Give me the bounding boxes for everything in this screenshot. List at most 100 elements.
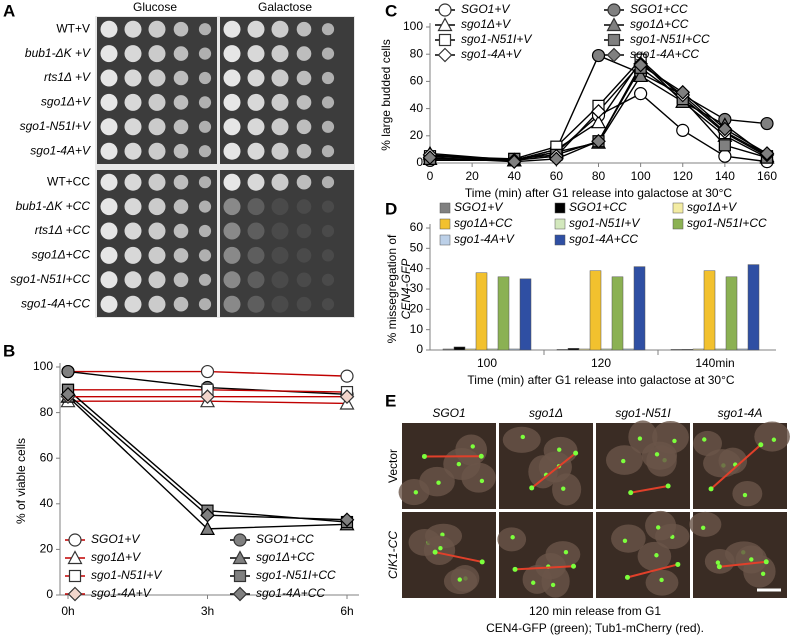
- plate-image: [220, 170, 354, 317]
- legend-label: sgo1-N51I+V: [569, 216, 640, 230]
- y-tick-label: 100: [403, 19, 423, 33]
- row-label: sgo1-4A+CC: [21, 296, 90, 310]
- data-point: [60, 387, 76, 402]
- spot: [247, 246, 265, 264]
- spot: [296, 223, 312, 239]
- data-point: [633, 57, 648, 73]
- spot: [124, 118, 142, 136]
- gfp-dot: [557, 447, 562, 452]
- legend-label: sgo1Δ+CC: [630, 17, 689, 31]
- spot: [223, 198, 241, 216]
- gfp-dot: [432, 549, 438, 555]
- spot: [148, 222, 166, 240]
- spot: [271, 69, 289, 87]
- gfp-dot: [421, 453, 427, 459]
- spot: [271, 20, 289, 38]
- spot: [321, 176, 335, 189]
- data-point: [591, 133, 606, 149]
- legend-marker: [67, 586, 83, 602]
- spot: [223, 173, 241, 191]
- bar: [747, 264, 760, 351]
- x-tick-label: 0h: [61, 604, 74, 618]
- spot: [223, 246, 241, 264]
- data-point: [549, 151, 564, 167]
- spot: [198, 23, 212, 36]
- series-line: [67, 389, 348, 523]
- legend-label: sgo1-4A+V: [91, 586, 152, 600]
- spot: [100, 198, 118, 216]
- spot: [223, 45, 241, 63]
- gfp-dot: [700, 525, 706, 530]
- x-axis-label: Time (min) after G1 release into galacto…: [465, 186, 732, 200]
- bar: [633, 266, 646, 351]
- spot: [173, 223, 189, 239]
- spot: [124, 142, 142, 160]
- x-tick-label: 40: [508, 169, 522, 183]
- spot: [198, 249, 212, 262]
- bar: [600, 348, 613, 351]
- bar: [703, 270, 716, 351]
- x-tick-label: 120: [591, 356, 611, 370]
- cell: [637, 541, 672, 571]
- spot: [321, 47, 335, 60]
- spot: [321, 145, 335, 158]
- spindle: [531, 452, 577, 489]
- y-tick-label: 0: [416, 342, 423, 356]
- gfp-dot: [571, 563, 577, 569]
- x-tick-label: 140min: [695, 356, 734, 370]
- gfp-dot: [715, 560, 721, 565]
- gfp-dot: [512, 566, 518, 572]
- row-label: Vector: [386, 449, 400, 483]
- spot: [198, 145, 212, 158]
- bar: [714, 348, 727, 351]
- cell: [528, 455, 558, 489]
- spot: [296, 199, 312, 214]
- y-axis-label: CEN4-GFP: [399, 259, 413, 320]
- series-line: [429, 64, 768, 163]
- cell: [497, 527, 527, 552]
- spot: [247, 20, 265, 38]
- data-point: [339, 389, 355, 404]
- legend-swatch: [439, 202, 451, 214]
- spot: [296, 296, 312, 312]
- bar: [453, 346, 466, 351]
- spindle: [434, 551, 483, 563]
- spot: [321, 71, 335, 85]
- x-tick-label: 3h: [201, 604, 214, 618]
- row-label: bub1-ΔK +CC: [16, 199, 91, 213]
- spot: [124, 295, 142, 313]
- spot: [296, 248, 312, 263]
- spot: [296, 143, 312, 159]
- legend-marker: [438, 33, 452, 47]
- gfp-dot: [479, 478, 485, 484]
- spot: [321, 200, 335, 213]
- spot: [148, 20, 166, 38]
- legend-label: sgo1Δ+V: [461, 17, 511, 31]
- legend-label: SGO1+CC: [630, 2, 688, 16]
- gfp-dot: [520, 434, 526, 440]
- spot: [247, 118, 265, 136]
- legend-swatch: [554, 202, 566, 214]
- spot: [173, 21, 189, 37]
- y-tick-label: 40: [40, 496, 54, 510]
- spot: [173, 46, 189, 61]
- bar: [589, 270, 602, 351]
- spot: [247, 142, 265, 160]
- spot: [223, 142, 241, 160]
- spot: [100, 118, 118, 136]
- spot: [100, 93, 118, 111]
- spindle: [630, 484, 669, 494]
- data-point: [675, 84, 691, 100]
- caption: 120 min release from G1: [529, 604, 661, 618]
- spot: [271, 118, 289, 136]
- gfp-dot: [456, 461, 462, 467]
- row-label: bub1-ΔK +V: [25, 46, 91, 60]
- spot: [148, 246, 166, 264]
- gfp-dot: [760, 571, 766, 576]
- legend-label: sgo1Δ+V: [687, 200, 737, 214]
- gfp-dot: [655, 525, 661, 530]
- y-tick-label: 20: [410, 302, 424, 316]
- gfp-dot: [628, 490, 634, 496]
- spot: [173, 199, 189, 214]
- legend-label: SGO1+V: [91, 532, 140, 546]
